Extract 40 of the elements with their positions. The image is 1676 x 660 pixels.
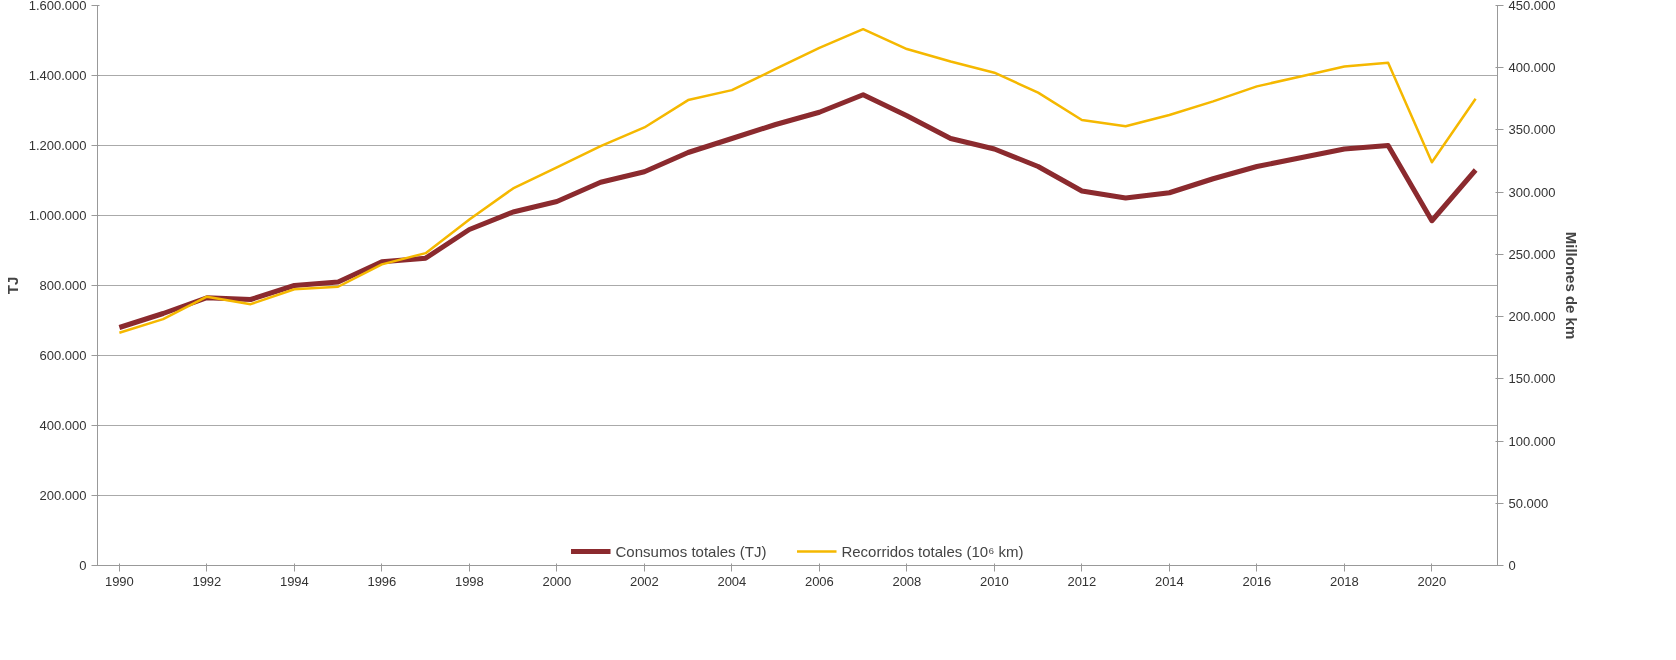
x-tick-label: 2000 <box>542 573 572 589</box>
y-tick-label: 200.000 <box>39 488 87 503</box>
x-tick-label: 1994 <box>279 573 309 589</box>
legend-label: Consumos totales (TJ) <box>615 542 767 560</box>
x-tick-label: 2002 <box>629 573 659 589</box>
y2-tick-label: 450.000 <box>1508 0 1556 13</box>
y-tick-label: 1.600.000 <box>28 0 87 13</box>
x-tick-label: 2016 <box>1242 573 1272 589</box>
x-tick-label: 2004 <box>717 573 747 589</box>
y-tick-label: 0 <box>79 558 87 573</box>
legend-label: Recorridos totales (10⁶ km) <box>841 542 1024 560</box>
x-tick-label: 2008 <box>892 573 922 589</box>
x-tick-label: 2014 <box>1154 573 1184 589</box>
y2-axis-title: Millones de km <box>1563 231 1581 340</box>
y2-tick-label: 350.000 <box>1508 122 1556 138</box>
x-tick-label: 2018 <box>1329 573 1359 589</box>
y2-tick-label: 0 <box>1508 558 1516 573</box>
y-tick-label: 1.400.000 <box>28 68 87 83</box>
y-tick-label: 600.000 <box>39 348 87 363</box>
line-series <box>118 27 1477 335</box>
y2-tick-label: 200.000 <box>1508 309 1556 325</box>
y-tick-label: 800.000 <box>39 278 87 293</box>
y2-tick-label: 100.000 <box>1508 433 1556 449</box>
y2-tick-label: 250.000 <box>1508 246 1556 262</box>
x-tick-label: 2012 <box>1067 573 1097 589</box>
x-tick-label: 2020 <box>1417 573 1447 589</box>
x-tick-label: 2010 <box>979 573 1009 589</box>
y-tick-label: 1.200.000 <box>28 138 87 153</box>
x-tick-label: 2006 <box>804 573 834 589</box>
y2-tick-label: 400.000 <box>1508 60 1556 76</box>
y-tick-label: 400.000 <box>39 418 87 433</box>
y-axis-title: TJ <box>3 276 21 295</box>
y2-tick-label: 50.000 <box>1508 495 1549 511</box>
y2-tick-label: 300.000 <box>1508 184 1556 200</box>
x-tick-label: 1996 <box>367 573 397 589</box>
x-tick-label: 1990 <box>104 573 134 589</box>
x-tick-label: 1992 <box>192 573 222 589</box>
x-tick-label: 1998 <box>454 573 484 589</box>
y-tick-label: 1.000.000 <box>28 208 87 223</box>
y2-tick-label: 150.000 <box>1508 371 1556 387</box>
